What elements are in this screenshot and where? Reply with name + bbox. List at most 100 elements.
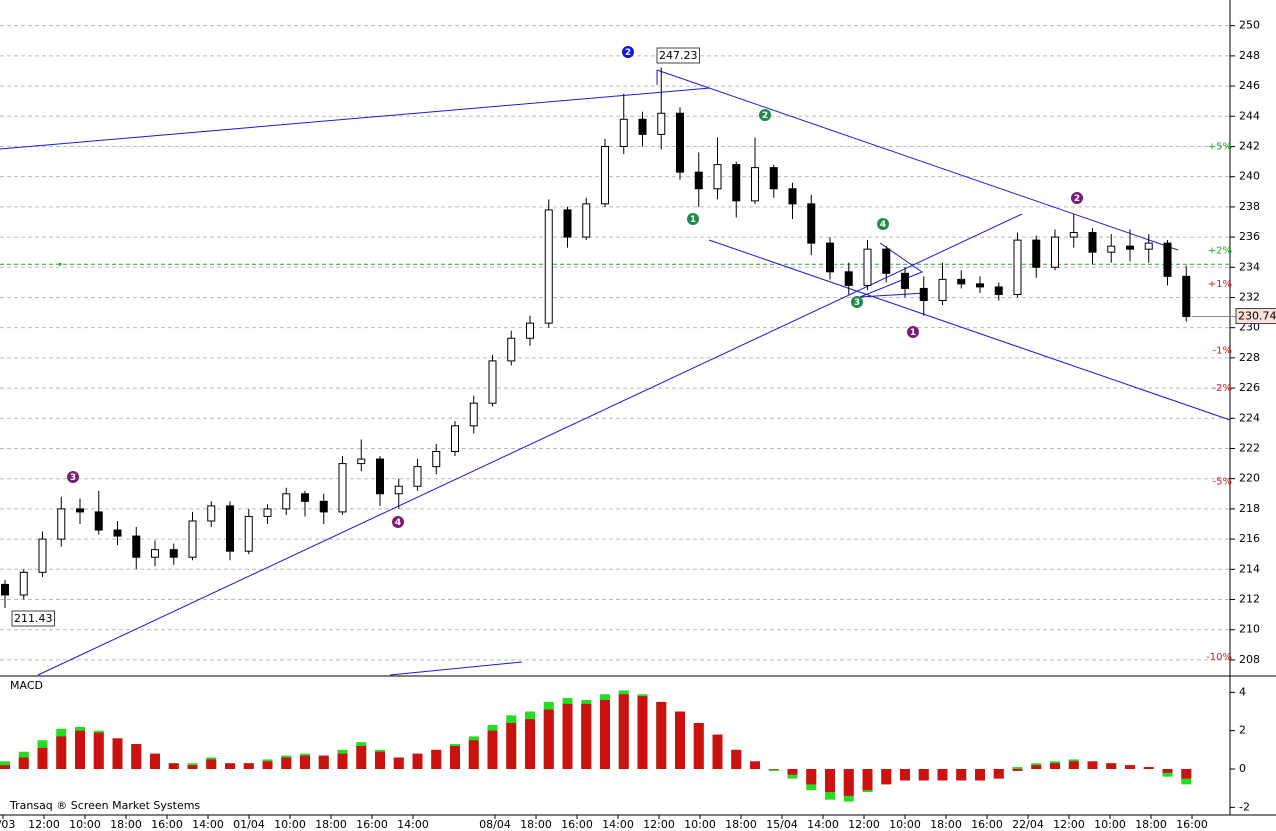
price-annotation: 230.74 xyxy=(1238,310,1276,323)
macd-bar xyxy=(693,723,704,769)
candle-body xyxy=(207,505,216,522)
macd-bar xyxy=(0,761,10,769)
macd-bar xyxy=(337,753,348,769)
macd-bar xyxy=(1012,769,1023,771)
macd-title: MACD xyxy=(10,679,43,692)
macd-bar xyxy=(993,769,1004,779)
x-tick-label: 15/04 xyxy=(766,818,798,831)
x-tick-label: 18:00 xyxy=(725,818,757,831)
candle-body xyxy=(638,118,647,135)
macd-bar xyxy=(600,700,610,769)
candle-body xyxy=(338,463,347,513)
candle-body xyxy=(38,538,47,573)
y-tick-label: 242 xyxy=(1239,139,1260,152)
candle-body xyxy=(57,508,66,540)
level-label: -5% xyxy=(1213,477,1232,488)
x-tick-label: 10:00 xyxy=(889,818,921,831)
macd-bar xyxy=(768,769,779,771)
x-tick-label: 10:00 xyxy=(1094,818,1126,831)
macd-bar xyxy=(1143,767,1154,769)
candle-body xyxy=(113,529,122,537)
macd-bar xyxy=(56,736,67,769)
level-label: -2% xyxy=(1213,383,1232,394)
macd-bar xyxy=(881,769,892,785)
candle-body xyxy=(76,508,84,513)
candle-body xyxy=(582,203,591,238)
macd-bar xyxy=(487,730,498,769)
macd-bar xyxy=(525,719,535,769)
candle-body xyxy=(844,271,853,286)
candle-body xyxy=(732,164,741,202)
x-tick-label: 08/04 xyxy=(479,818,511,831)
macd-bar xyxy=(806,769,817,785)
y-tick-label: 208 xyxy=(1239,653,1260,666)
candle-body xyxy=(488,360,497,404)
watermark: Transaq ® Screen Market Systems xyxy=(9,799,200,812)
macd-bar xyxy=(281,757,292,769)
y-tick-label: 244 xyxy=(1239,109,1260,122)
macd-bar xyxy=(37,747,48,769)
candle-body xyxy=(619,118,628,147)
macd-bar xyxy=(1050,763,1060,769)
y-tick-label: 236 xyxy=(1239,230,1260,243)
y-tick-label: 238 xyxy=(1239,200,1260,213)
macd-bar xyxy=(112,738,123,769)
x-tick-label: 18:00 xyxy=(520,818,552,831)
wave-marker xyxy=(851,296,863,308)
candle-body xyxy=(376,458,384,495)
candle-body xyxy=(151,549,159,558)
wave-label: 2 xyxy=(625,48,631,58)
candle-body xyxy=(863,248,872,286)
candle-body xyxy=(563,209,572,238)
macd-bar xyxy=(150,753,160,769)
y-tick-label: 232 xyxy=(1239,290,1260,303)
candle-body xyxy=(1069,232,1078,238)
wave-label: 3 xyxy=(854,298,860,308)
x-tick-label: 18:00 xyxy=(110,818,142,831)
candle-body xyxy=(807,203,816,244)
macd-bar xyxy=(656,701,667,769)
level-label: -10% xyxy=(1206,652,1232,663)
macd-bar xyxy=(1162,769,1173,777)
price-annotation: 247.23 xyxy=(659,49,698,62)
macd-bar xyxy=(506,723,517,769)
x-tick-label: 01/04 xyxy=(233,818,265,831)
macd-bar xyxy=(581,703,592,769)
candle-body xyxy=(976,283,984,288)
macd-bar xyxy=(356,746,367,769)
y-tick-label: 220 xyxy=(1239,472,1260,485)
y-tick-label: 4 xyxy=(1239,685,1246,698)
candle-body xyxy=(1126,245,1134,250)
y-tick-label: 0 xyxy=(1239,762,1246,775)
macd-bar xyxy=(918,769,929,781)
y-tick-label: 218 xyxy=(1239,502,1260,515)
wave-label: 4 xyxy=(880,220,886,230)
candle-body xyxy=(413,466,422,487)
candle-body xyxy=(676,112,684,173)
macd-bar xyxy=(225,763,235,769)
macd-bar xyxy=(375,751,385,769)
macd-bar xyxy=(393,757,404,769)
candle-body xyxy=(319,500,328,513)
macd-bar xyxy=(0,765,10,769)
macd-bar xyxy=(168,763,179,769)
trendline xyxy=(37,213,1023,676)
candle-body xyxy=(282,493,291,510)
level-label: +5% xyxy=(1208,141,1232,152)
candle-body xyxy=(19,571,28,596)
macd-bar xyxy=(93,732,104,769)
wave-label: 3 xyxy=(70,473,76,483)
candle-body xyxy=(751,167,759,202)
candle-body xyxy=(357,458,366,465)
macd-bar xyxy=(562,703,573,769)
macd-bar xyxy=(243,763,254,769)
macd-bar xyxy=(862,769,873,791)
marks xyxy=(0,67,1192,802)
candle-body xyxy=(188,520,197,558)
level-label: +1% xyxy=(1208,279,1232,290)
candle-body xyxy=(919,287,928,302)
candle-body xyxy=(882,248,891,274)
trendlines xyxy=(0,69,1231,676)
x-tick-label: 14:00 xyxy=(192,818,224,831)
x-tick-label: 16:00 xyxy=(561,818,593,831)
